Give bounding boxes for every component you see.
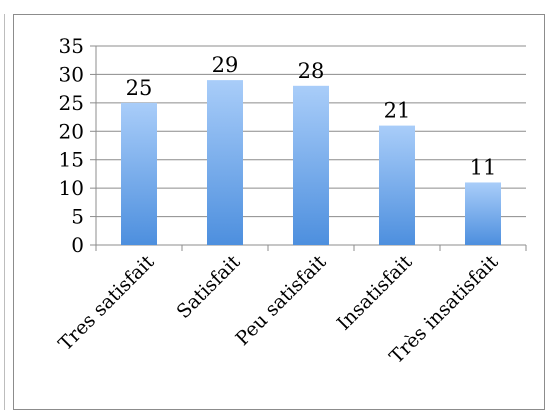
bar: [465, 182, 501, 245]
bar: [379, 125, 415, 245]
x-tick-label: Tres satisfait: [54, 251, 158, 355]
data-label: 11: [470, 155, 497, 179]
y-tick-labels: 0 5 10 15 20 25 30 35: [59, 34, 84, 257]
data-label: 21: [384, 99, 411, 123]
data-labels: 25 29 28 21 11: [126, 53, 497, 179]
x-tick-label: Satisfait: [172, 251, 244, 323]
y-tick-label: 0: [71, 233, 84, 257]
y-tick-label: 10: [59, 176, 84, 200]
data-label: 29: [212, 53, 239, 77]
x-tick-label: Insatisfait: [333, 251, 417, 335]
y-tick-label: 35: [59, 34, 84, 58]
bars: [121, 80, 501, 245]
y-tick-label: 20: [59, 119, 84, 143]
bar: [207, 80, 243, 245]
data-label: 25: [126, 76, 153, 100]
y-tick-label: 15: [59, 148, 84, 172]
y-tick-label: 25: [59, 91, 84, 115]
x-tick-label: Peu satisfait: [231, 251, 330, 350]
y-tick-label: 5: [71, 205, 84, 229]
bar: [121, 102, 157, 245]
bar: [293, 85, 329, 245]
y-tick-label: 30: [59, 62, 84, 86]
data-label: 28: [298, 59, 325, 83]
